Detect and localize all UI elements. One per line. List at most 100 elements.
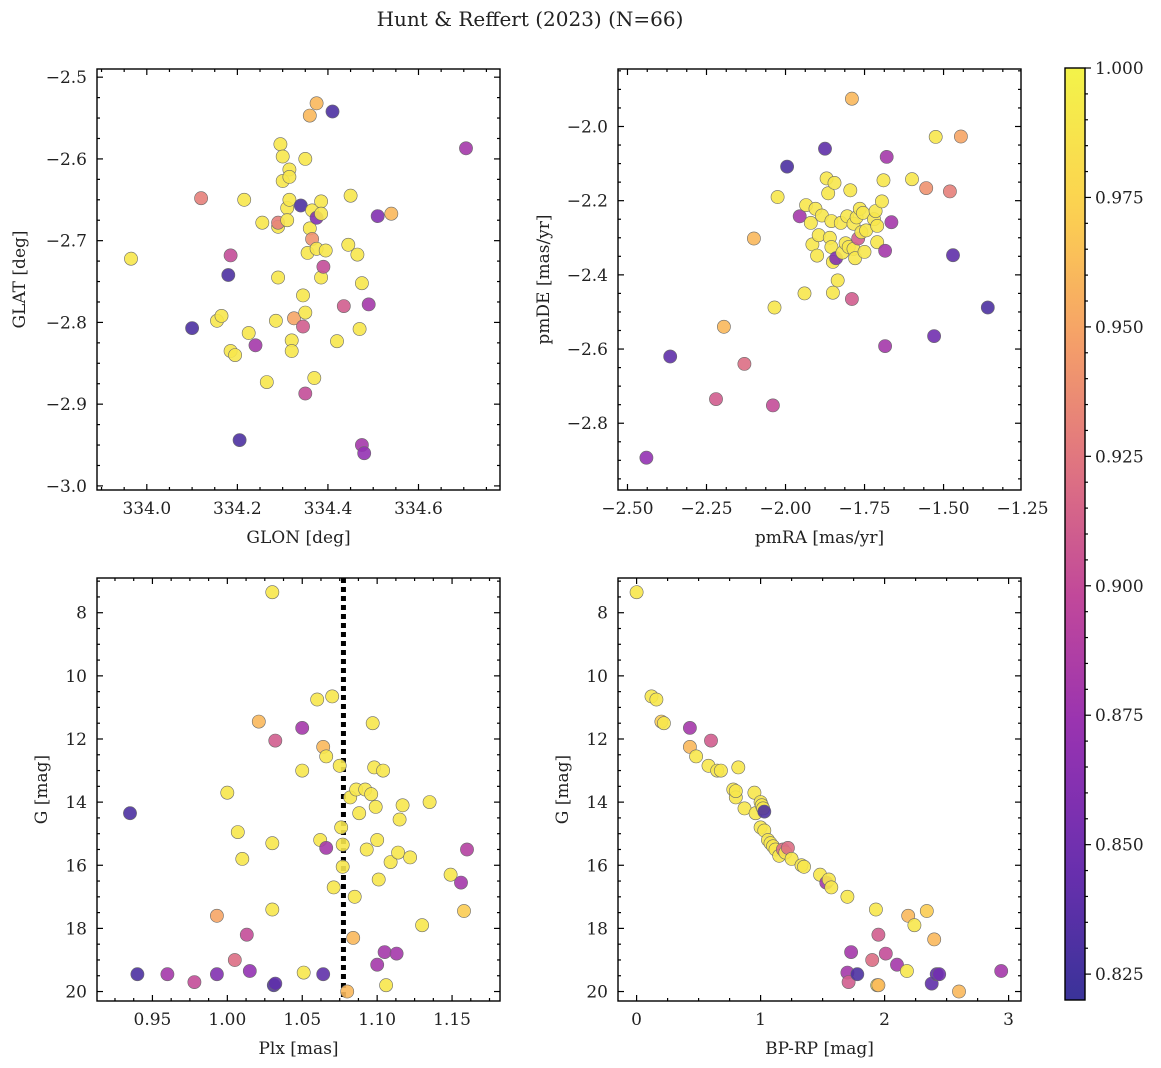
data-point xyxy=(343,188,358,203)
y-axis-label: G [mag] xyxy=(553,755,573,824)
data-point xyxy=(376,763,390,778)
data-point xyxy=(242,964,257,978)
data-point xyxy=(875,194,889,209)
data-point xyxy=(123,806,137,821)
y-tick-label: −2.0 xyxy=(567,117,608,137)
data-point xyxy=(370,957,385,972)
x-tick-label: 3 xyxy=(1003,1010,1014,1030)
axes-frame xyxy=(617,68,1022,491)
data-point xyxy=(220,785,235,800)
data-point xyxy=(704,733,718,748)
x-tick-label: 1 xyxy=(755,1010,766,1030)
data-point xyxy=(784,852,799,866)
data-point xyxy=(878,946,893,961)
data-point xyxy=(865,953,880,967)
x-tick-label: 334.4 xyxy=(304,499,353,519)
data-point xyxy=(296,288,310,303)
panels: 334.0 334.2 334.4 334.6 −3.0 −2.9 −2.8 −2.7 −2.6… xyxy=(10,68,1049,1059)
data-point xyxy=(870,235,885,250)
data-point xyxy=(282,192,297,207)
colorbar-tick-label: 0.825 xyxy=(1095,965,1144,985)
data-point xyxy=(239,927,254,942)
x-tick-label: −2.50 xyxy=(601,499,653,519)
y-tick-label: −2.9 xyxy=(46,395,87,415)
y-axis-label: pmDE [mas/yr] xyxy=(534,214,554,344)
data-point xyxy=(379,978,393,993)
data-point xyxy=(391,845,405,860)
data-point xyxy=(870,218,885,233)
data-point xyxy=(241,326,256,340)
data-point xyxy=(709,392,723,406)
data-point xyxy=(334,820,349,835)
y-tick-label: −2.2 xyxy=(567,192,608,212)
data-point xyxy=(900,964,914,978)
data-point xyxy=(878,339,892,353)
data-point xyxy=(792,209,807,224)
data-point xyxy=(259,375,274,389)
colorbar-tick-label: 0.850 xyxy=(1095,836,1144,856)
data-point xyxy=(295,721,310,735)
axes-frame xyxy=(96,68,501,491)
x-tick-label: 334.2 xyxy=(213,499,262,519)
x-tick-label: 1.15 xyxy=(433,1010,471,1030)
data-point xyxy=(454,875,468,890)
data-point xyxy=(370,833,385,847)
data-point xyxy=(818,141,832,156)
data-point xyxy=(314,206,328,221)
data-point xyxy=(265,902,280,917)
data-point xyxy=(318,243,333,258)
y-tick-label: 18 xyxy=(586,919,608,939)
data-point xyxy=(890,957,904,972)
x-tick-label: 334.0 xyxy=(122,499,171,519)
panel-sky: 334.0 334.2 334.4 334.6 −3.0 −2.9 −2.8 −2.7 −2.6… xyxy=(10,68,501,548)
y-tick-label: 10 xyxy=(586,667,608,687)
data-point xyxy=(824,880,839,895)
data-point xyxy=(770,190,785,204)
data-point xyxy=(280,213,295,228)
y-tick-label: 14 xyxy=(65,793,87,813)
data-point xyxy=(309,96,324,111)
y-tick-label: 12 xyxy=(65,730,87,750)
data-point xyxy=(830,273,845,288)
data-point xyxy=(827,175,842,190)
points xyxy=(123,585,474,999)
x-axis-label: Plx [mas] xyxy=(258,1039,338,1059)
data-point xyxy=(717,319,731,334)
data-point xyxy=(316,967,331,982)
data-point xyxy=(905,172,919,187)
data-point xyxy=(268,733,283,748)
data-point xyxy=(336,299,351,313)
data-point xyxy=(714,763,728,778)
data-point xyxy=(314,194,328,209)
data-point xyxy=(335,837,350,852)
data-point xyxy=(747,231,761,246)
data-point xyxy=(298,151,313,166)
data-point xyxy=(395,798,410,813)
data-point xyxy=(296,965,311,980)
data-point xyxy=(868,204,883,218)
data-point xyxy=(370,209,385,223)
data-point xyxy=(932,967,947,982)
data-point xyxy=(209,967,224,982)
data-point xyxy=(255,215,270,230)
colorbar-tick-label: 0.875 xyxy=(1095,706,1144,726)
data-point xyxy=(295,763,310,778)
panel-plx: 0.95 1.00 1.05 1.10 1.15 8 10 12 14 16 18 20 Plx [ma… xyxy=(32,577,501,1059)
data-point xyxy=(994,964,1009,978)
y-tick-label: 12 xyxy=(586,730,608,750)
colorbar-tick-label: 0.950 xyxy=(1095,318,1144,338)
data-point xyxy=(352,322,367,336)
x-axis-label: GLON [deg] xyxy=(246,528,350,548)
data-point xyxy=(350,247,365,262)
data-point xyxy=(422,795,437,809)
data-point xyxy=(268,976,283,991)
x-tick-label: 334.6 xyxy=(394,499,443,519)
x-tick-label: −1.75 xyxy=(838,499,890,519)
data-point xyxy=(298,305,313,320)
data-point xyxy=(359,842,374,857)
data-point xyxy=(298,386,313,401)
data-point xyxy=(235,852,250,866)
y-tick-label: 16 xyxy=(65,856,87,876)
data-point xyxy=(878,243,892,258)
